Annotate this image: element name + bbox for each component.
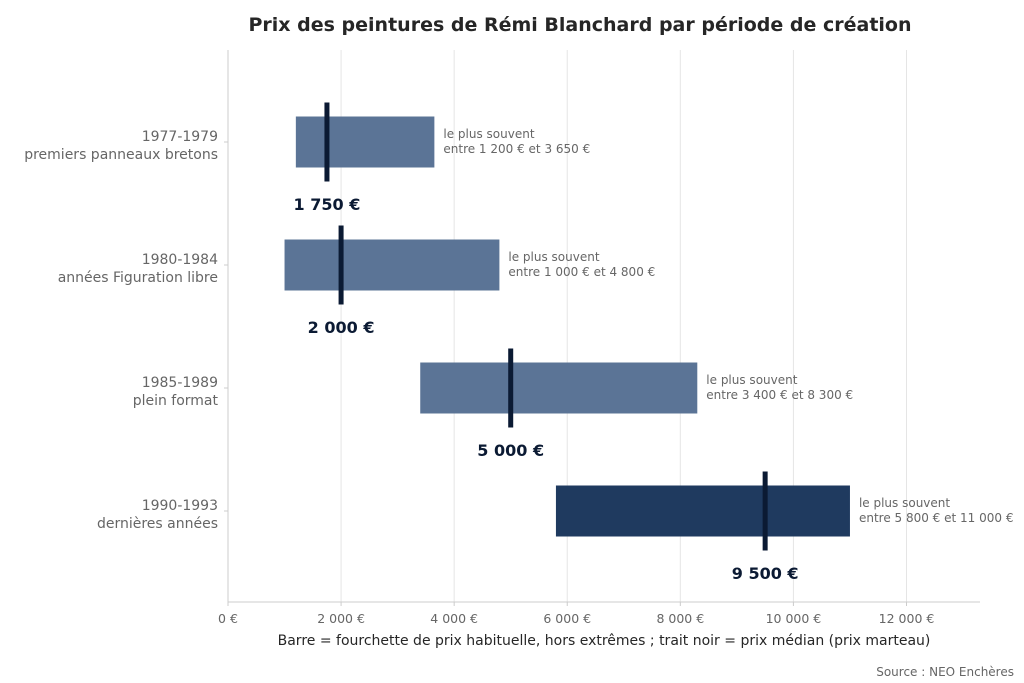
x-tick-label: 8 000 €	[656, 611, 704, 626]
range-note-values: entre 3 400 € et 8 300 €	[706, 388, 853, 402]
x-tick-label: 12 000 €	[879, 611, 935, 626]
category-period-label: 1990-1993	[142, 498, 218, 514]
period-row: 1980-1984 années Figuration libre le plus …	[58, 225, 655, 337]
range-note-values: entre 5 800 € et 11 000 €	[859, 511, 1014, 525]
median-marker	[324, 102, 330, 182]
range-note-heading: le plus souvent	[508, 250, 599, 264]
range-bar	[555, 485, 850, 537]
category-description-label: dernières années	[97, 516, 218, 532]
x-axis-ticks: 0 € 2 000 € 4 000 € 6 000 € 8 000 € 10 000 € 1…	[218, 602, 934, 626]
grid-lines	[340, 50, 907, 602]
median-marker	[508, 348, 514, 428]
range-bar	[295, 116, 435, 168]
period-row: 1990-1993 dernières années le plus souvent…	[97, 471, 1014, 583]
category-period-label: 1977-1979	[142, 129, 218, 145]
range-note-heading: le plus souvent	[706, 373, 797, 387]
median-marker	[338, 225, 344, 305]
range-note-values: entre 1 000 € et 4 800 €	[508, 265, 655, 279]
range-bar	[284, 239, 500, 291]
period-row: 1977-1979 premiers panneaux bretons le plu…	[24, 102, 590, 214]
median-value-label: 2 000 €	[308, 318, 375, 337]
x-tick-label: 2 000 €	[317, 611, 365, 626]
x-tick-label: 0 €	[218, 611, 238, 626]
category-period-label: 1980-1984	[142, 252, 218, 268]
x-axis-label: Barre = fourchette de prix habituelle, h…	[278, 633, 931, 649]
category-description-label: premiers panneaux bretons	[24, 147, 218, 163]
range-note-heading: le plus souvent	[859, 496, 950, 510]
source-note: Source : NEO Enchères	[876, 665, 1014, 679]
range-note-heading: le plus souvent	[443, 127, 534, 141]
category-description-label: années Figuration libre	[58, 270, 218, 286]
period-row: 1985-1989 plein format le plus souvententr…	[133, 348, 853, 460]
category-period-label: 1985-1989	[142, 375, 218, 391]
median-value-label: 1 750 €	[294, 195, 361, 214]
range-bar	[420, 362, 698, 414]
chart-title: Prix des peintures de Rémi Blanchard par…	[248, 14, 911, 36]
x-tick-label: 10 000 €	[766, 611, 822, 626]
median-value-label: 9 500 €	[732, 564, 799, 583]
period-rows: 1977-1979 premiers panneaux bretons le plu…	[24, 102, 1014, 583]
x-tick-label: 6 000 €	[543, 611, 591, 626]
range-note-values: entre 1 200 € et 3 650 €	[443, 142, 590, 156]
category-description-label: plein format	[133, 393, 219, 409]
median-value-label: 5 000 €	[477, 441, 544, 460]
x-tick-label: 4 000 €	[430, 611, 478, 626]
median-marker	[762, 471, 768, 551]
